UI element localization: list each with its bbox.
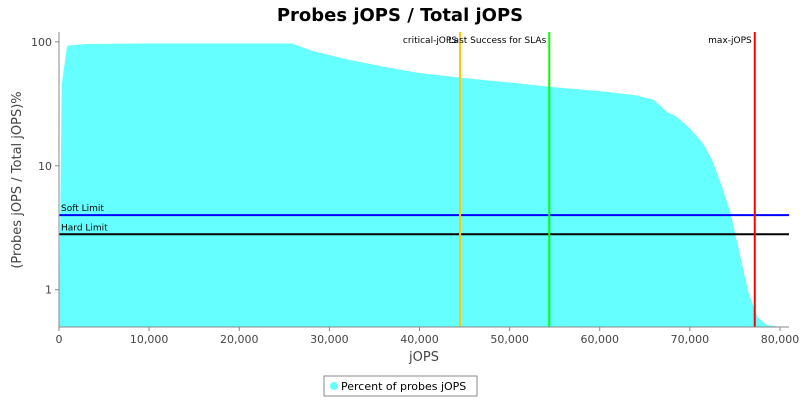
y-tick-label: 10 bbox=[38, 160, 52, 173]
x-tick-label: 40,000 bbox=[400, 333, 439, 346]
x-axis-label: jOPS bbox=[408, 350, 439, 365]
y-tick-label: 100 bbox=[31, 36, 52, 49]
limit-label-0: Soft Limit bbox=[61, 204, 104, 214]
marker-label-2: max-jOPS bbox=[708, 36, 752, 46]
y-axis-label: (Probes jOPS / Total jOPS)% bbox=[10, 91, 25, 268]
chart-title: Probes jOPS / Total jOPS bbox=[277, 5, 523, 26]
x-tick-label: 50,000 bbox=[490, 333, 529, 346]
marker-label-1: Last Success for SLAs bbox=[449, 36, 547, 46]
x-tick-label: 60,000 bbox=[580, 333, 619, 346]
y-tick-label: 1 bbox=[45, 284, 52, 297]
x-tick-label: 30,000 bbox=[310, 333, 349, 346]
x-tick-label: 20,000 bbox=[220, 333, 259, 346]
x-tick-label: 0 bbox=[56, 333, 63, 346]
legend-swatch bbox=[330, 382, 338, 390]
x-tick-label: 10,000 bbox=[130, 333, 169, 346]
legend-box bbox=[323, 375, 478, 397]
limit-label-1: Hard Limit bbox=[61, 223, 108, 233]
area-series-0 bbox=[59, 43, 789, 327]
x-tick-label: 80,000 bbox=[761, 333, 800, 346]
marker-label-0: critical-jOPS bbox=[403, 36, 457, 46]
legend-entry: Percent of probes jOPS bbox=[341, 380, 466, 393]
x-tick-label: 70,000 bbox=[671, 333, 710, 346]
legend: Percent of probes jOPS bbox=[323, 375, 478, 397]
